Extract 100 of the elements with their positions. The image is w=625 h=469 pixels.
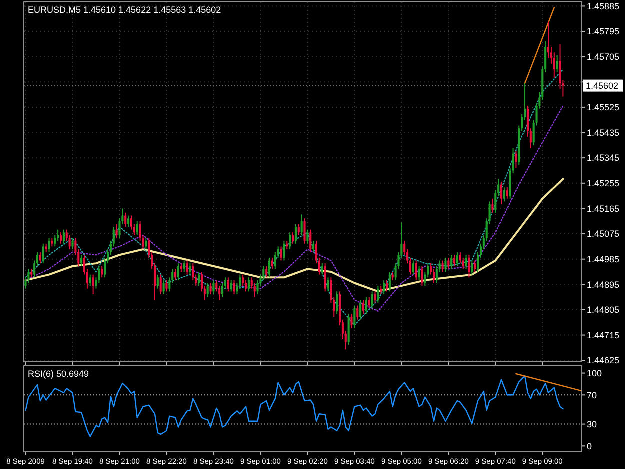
- chart-title: RSI(6) 50.6949: [28, 369, 90, 379]
- candlestick: [160, 274, 162, 295]
- candlestick: [248, 277, 250, 292]
- candlestick: [156, 274, 159, 290]
- candlestick: [321, 263, 324, 276]
- y-tick-label: 1.45165: [587, 204, 620, 214]
- y-tick-label: 1.44895: [587, 280, 620, 290]
- candlestick: [304, 218, 306, 244]
- candlestick: [233, 280, 236, 295]
- candlestick: [336, 291, 338, 315]
- candlestick: [468, 254, 470, 278]
- candlestick: [186, 260, 188, 276]
- candlestick: [268, 257, 271, 278]
- candlestick: [128, 215, 130, 228]
- candlestick: [230, 280, 232, 292]
- candlestick: [136, 220, 138, 236]
- candlestick: [283, 240, 286, 262]
- candlestick: [415, 260, 418, 281]
- y-tick-label: 30: [587, 419, 598, 430]
- y-tick-label: 1.45075: [587, 229, 620, 240]
- candlestick: [500, 182, 503, 205]
- candlestick: [42, 243, 44, 264]
- y-tick-label: 70: [587, 390, 598, 400]
- candlestick: [471, 260, 474, 276]
- candlestick: [474, 260, 476, 272]
- candlestick: [506, 187, 508, 200]
- y-tick-label: 1.45435: [587, 128, 620, 138]
- candlestick: [227, 277, 230, 292]
- line-series: [25, 105, 564, 312]
- candlestick: [294, 224, 297, 244]
- y-tick-label: 1.44805: [587, 305, 620, 316]
- y-tick-label: 1.45885: [587, 1, 620, 12]
- candlestick: [327, 277, 330, 292]
- y-tick-label: 1.45705: [587, 52, 620, 62]
- candlestick: [289, 232, 292, 250]
- candlestick: [442, 260, 444, 272]
- candlestick: [72, 238, 74, 250]
- candlestick: [92, 274, 94, 295]
- candlestick: [162, 280, 165, 295]
- candlestick: [145, 238, 148, 250]
- candlestick: [266, 266, 268, 278]
- candlestick: [365, 296, 368, 315]
- candlestick: [360, 300, 362, 320]
- candlestick: [206, 282, 209, 298]
- candlestick: [492, 198, 494, 214]
- candlestick: [177, 263, 180, 281]
- y-tick-label: 1.45255: [587, 178, 620, 189]
- candlestick: [515, 150, 518, 168]
- candlestick: [174, 268, 177, 281]
- y-tick-label: 1.45525: [587, 102, 620, 113]
- candlestick: [101, 266, 104, 278]
- candlestick: [324, 263, 326, 292]
- candlestick: [80, 254, 83, 267]
- candlestick: [306, 229, 309, 244]
- candlestick: [386, 280, 388, 292]
- candlestick: [388, 272, 391, 292]
- candlestick: [374, 291, 376, 304]
- candlestick: [412, 260, 414, 276]
- y-tick-label: 1.45345: [587, 153, 620, 164]
- candlestick: [62, 229, 65, 244]
- candlestick: [371, 291, 374, 310]
- candlestick: [448, 257, 450, 270]
- candlestick: [271, 257, 274, 270]
- candlestick: [60, 232, 62, 244]
- chart-title: EURUSD,M5 1.45610 1.45622 1.45563 1.45602: [28, 5, 222, 15]
- y-tick-label: 1.44625: [587, 356, 620, 366]
- y-tick-label: 1.44985: [587, 254, 620, 264]
- y-tick-label: 0: [587, 441, 592, 452]
- line-series: [25, 68, 564, 326]
- candlestick: [350, 314, 353, 329]
- candlestick: [198, 272, 200, 287]
- y-tick-label: 1.44715: [587, 330, 620, 340]
- candlestick: [368, 296, 370, 310]
- candlestick: [48, 238, 50, 253]
- candlestick: [356, 305, 359, 320]
- candlestick: [212, 280, 215, 295]
- candlestick: [377, 286, 380, 304]
- candlestick: [280, 246, 282, 262]
- candlestick: [421, 266, 424, 287]
- candlestick: [210, 282, 212, 295]
- candlestick: [465, 254, 468, 270]
- candlestick: [503, 187, 506, 202]
- candlestick: [556, 54, 558, 73]
- candlestick: [444, 257, 447, 272]
- candlestick: [454, 254, 456, 267]
- candlestick: [292, 232, 294, 244]
- candlestick: [312, 240, 315, 253]
- candlestick: [116, 224, 118, 239]
- candlestick: [183, 260, 186, 272]
- candlestick: [298, 224, 300, 236]
- ref-line-label: 1.45602: [586, 80, 619, 91]
- candlestick: [300, 214, 303, 236]
- candlestick: [362, 300, 365, 315]
- candlestick: [418, 266, 420, 281]
- candlestick: [456, 252, 459, 267]
- candlestick: [39, 252, 42, 264]
- candlestick: [383, 280, 386, 295]
- candlestick: [354, 305, 356, 329]
- candlestick: [310, 229, 312, 253]
- candlestick: [450, 254, 453, 270]
